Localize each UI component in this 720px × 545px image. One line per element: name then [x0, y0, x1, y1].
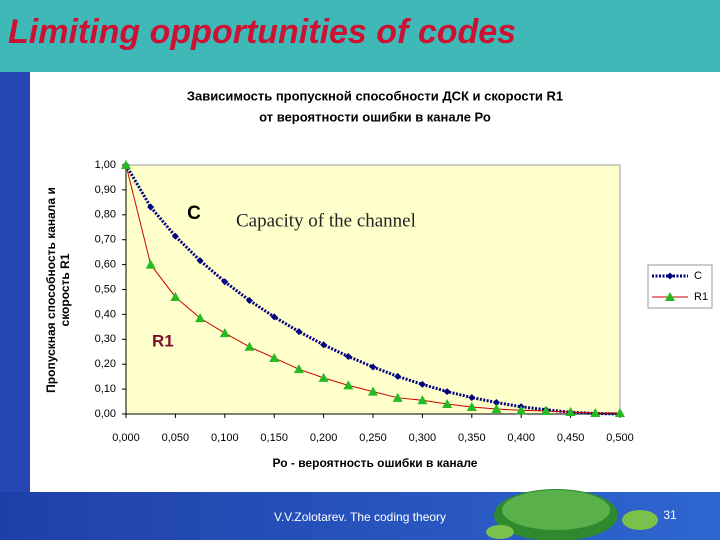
legend-box [647, 264, 713, 309]
marker [145, 259, 156, 269]
legend-marker [665, 292, 675, 301]
x-tick-label: 0,150 [260, 432, 288, 444]
marker [368, 386, 378, 396]
marker [369, 363, 377, 371]
y-tick-label: 0,10 [95, 383, 116, 395]
x-tick-label: 0,100 [211, 432, 239, 444]
marker [246, 296, 253, 304]
footer-text: V.V.Zolotarev. The coding theory [274, 510, 446, 524]
x-tick-label: 0,300 [409, 432, 437, 444]
marker [344, 352, 352, 360]
chart-title: от вероятности ошибки в канале Ро [259, 109, 491, 124]
marker [491, 404, 502, 414]
marker [195, 313, 206, 323]
marker [293, 364, 304, 374]
marker [244, 341, 255, 351]
x-tick-label: 0,000 [112, 432, 140, 444]
marker [221, 278, 229, 286]
chart-title: Зависимость пропускной способности ДСК и… [187, 88, 563, 103]
marker [295, 328, 303, 336]
y-tick-label: 0,20 [95, 358, 116, 370]
x-tick-label: 0,050 [162, 432, 190, 444]
legend-marker [666, 272, 674, 280]
y-tick-label: 0,90 [95, 184, 116, 196]
y-tick-label: 0,70 [95, 234, 116, 246]
marker [418, 380, 426, 388]
marker [196, 257, 204, 265]
legend-label: C [694, 270, 702, 282]
annotation: Capacity of the channel [236, 210, 416, 231]
y-tick-label: 1,00 [95, 159, 116, 171]
marker [343, 380, 354, 390]
y-tick-label: 0,80 [95, 209, 116, 221]
marker [466, 402, 477, 412]
marker [394, 372, 402, 380]
marker [392, 392, 403, 402]
marker [493, 399, 500, 407]
marker [269, 352, 280, 362]
y-tick-label: 0,50 [95, 283, 116, 295]
marker [320, 341, 328, 349]
x-axis-label: Ро - вероятность ошибки в канале [273, 456, 478, 470]
marker [468, 394, 476, 402]
y-tick-label: 0,00 [95, 408, 116, 420]
turtle [486, 489, 658, 541]
x-tick-label: 0,400 [507, 432, 535, 444]
y-tick-label: 0,60 [95, 259, 116, 271]
marker [219, 328, 230, 338]
x-tick-label: 0,200 [310, 432, 338, 444]
marker [170, 291, 181, 301]
x-tick-label: 0,350 [458, 432, 486, 444]
marker [147, 203, 155, 211]
y-tick-label: 0,40 [95, 308, 116, 320]
marker [590, 408, 601, 418]
y-tick-label: 0,30 [95, 333, 116, 345]
annotation: R1 [152, 331, 174, 350]
marker [516, 405, 527, 415]
marker [417, 395, 428, 405]
header-band [0, 0, 720, 72]
x-tick-label: 0,250 [359, 432, 387, 444]
x-tick-label: 0,450 [557, 432, 585, 444]
marker [443, 388, 451, 396]
x-tick-label: 0,500 [606, 432, 634, 444]
legend-label: R1 [694, 291, 708, 303]
y-axis-label: Пропускная способность канала и [44, 187, 58, 393]
marker [615, 408, 625, 418]
y-axis-label: скорость R1 [58, 253, 72, 326]
slide-title: Limiting opportunities of codes [8, 13, 516, 51]
marker [540, 406, 551, 416]
marker [318, 372, 329, 382]
annotation: C [187, 203, 201, 224]
marker [442, 399, 453, 409]
marker [121, 160, 131, 169]
page-number: 31 [663, 508, 677, 522]
marker [565, 407, 576, 417]
marker [171, 232, 179, 240]
marker [270, 313, 278, 321]
